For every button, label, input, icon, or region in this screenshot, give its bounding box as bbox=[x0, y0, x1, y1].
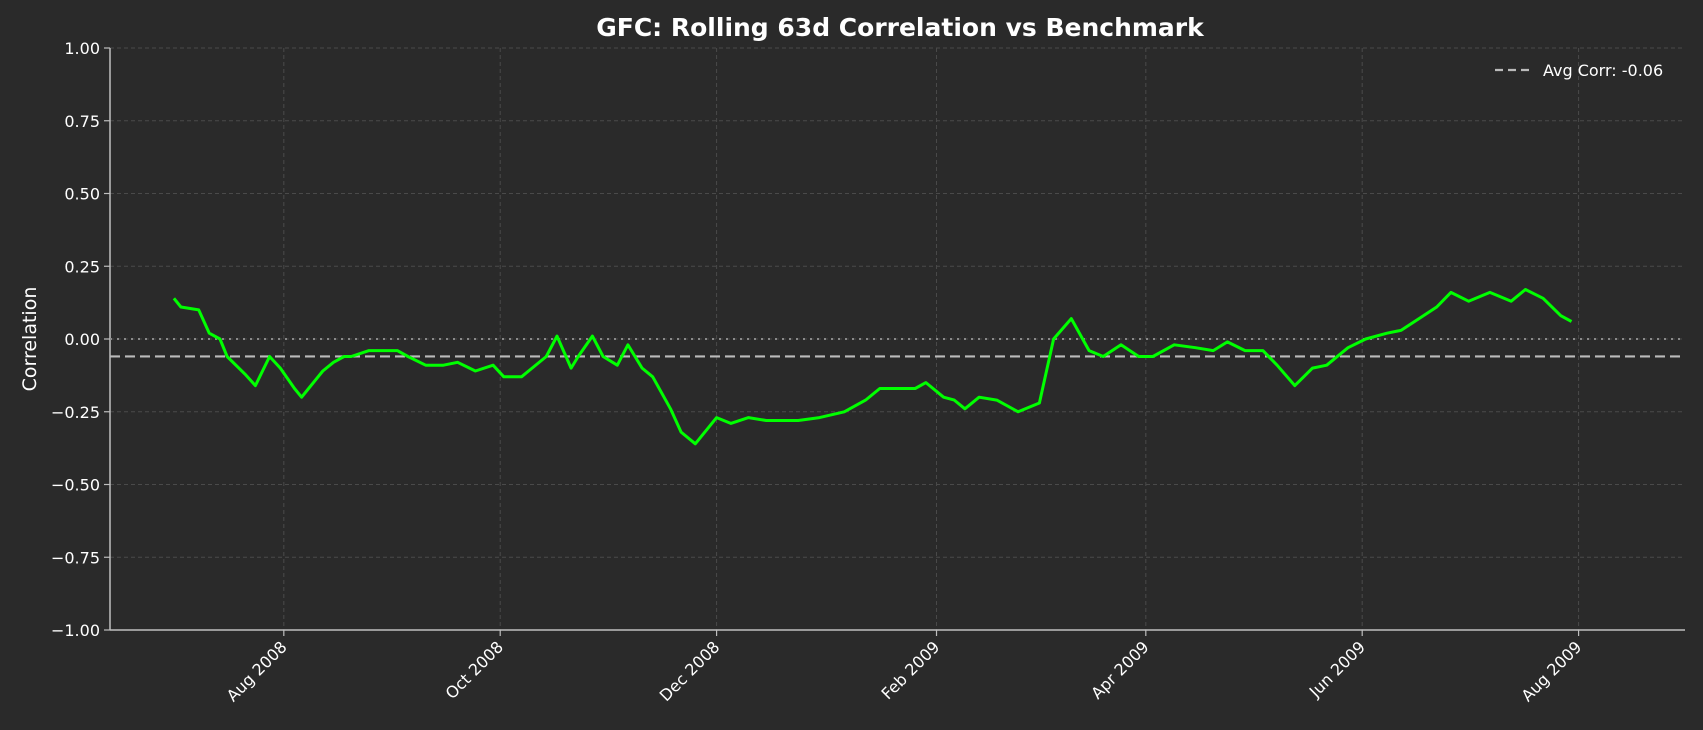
y-tick-label: 0.50 bbox=[64, 185, 100, 204]
y-axis-label: Correlation bbox=[19, 287, 41, 392]
legend: Avg Corr: -0.06 bbox=[1495, 61, 1663, 80]
y-tick-label: −1.00 bbox=[51, 621, 100, 640]
y-tick-label: 0.25 bbox=[64, 257, 100, 276]
y-tick-label: 0.00 bbox=[64, 330, 100, 349]
y-tick-label: −0.75 bbox=[51, 548, 100, 567]
y-axis: 1.00 0.75 0.50 0.25 0.00 −0.25 −0.50 −0.75 −1.00 bbox=[51, 39, 111, 640]
y-tick-label: 1.00 bbox=[64, 39, 100, 58]
y-tick-label: 0.75 bbox=[64, 112, 100, 131]
correlation-series-line bbox=[172, 288, 1573, 446]
y-tick-label: −0.50 bbox=[51, 476, 100, 495]
y-tick-label: −0.25 bbox=[51, 403, 100, 422]
chart-title: GFC: Rolling 63d Correlation vs Benchmar… bbox=[596, 13, 1205, 42]
legend-label: Avg Corr: -0.06 bbox=[1543, 61, 1663, 80]
